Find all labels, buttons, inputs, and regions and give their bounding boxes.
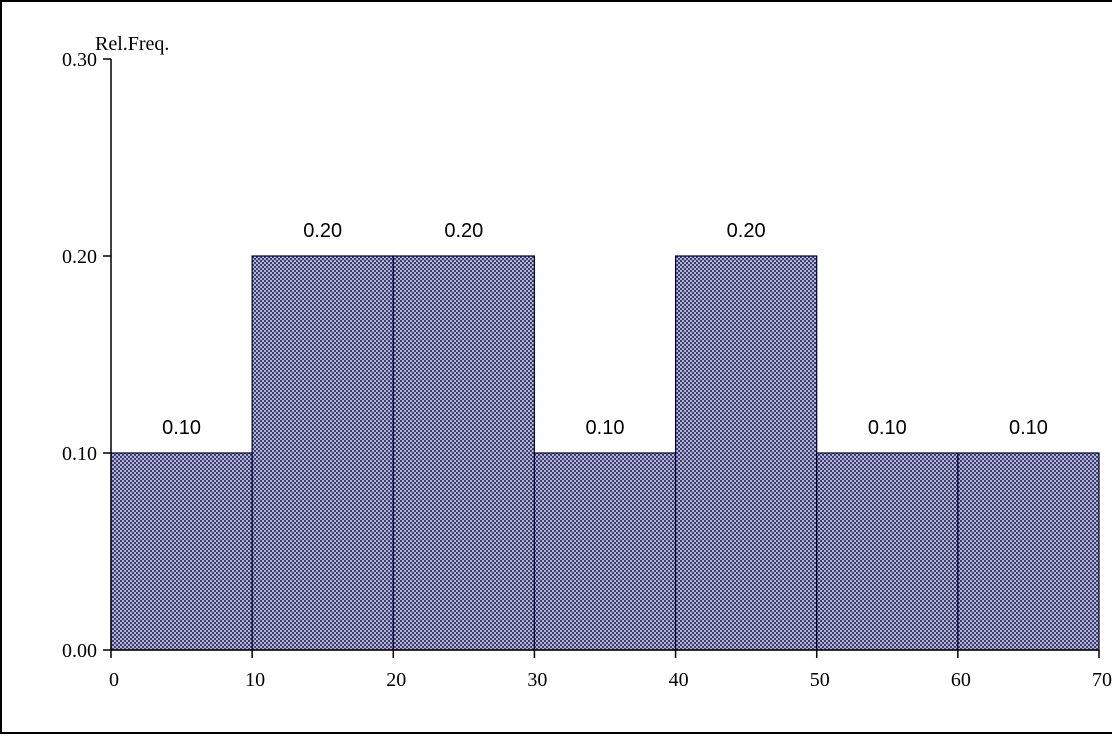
x-tick-label: 30: [527, 669, 547, 691]
bar-value-label: 0.10: [586, 417, 625, 439]
bar-value-label: 0.20: [444, 220, 483, 242]
x-tick-label: 40: [669, 669, 689, 691]
bar-value-label: 0.20: [727, 220, 766, 242]
y-tick-label: 0.00: [62, 640, 97, 662]
y-tick-label: 0.30: [62, 49, 97, 71]
histogram-bar: [674, 255, 818, 651]
x-tick-label: 60: [951, 669, 971, 691]
histogram-bar: [392, 255, 536, 651]
x-tick-label: 50: [810, 669, 830, 691]
bar-value-label: 0.10: [1009, 417, 1048, 439]
histogram-bar: [816, 452, 959, 651]
histogram-bar: [533, 452, 677, 651]
bar-value-label: 0.10: [868, 417, 907, 439]
x-tick-label: 0: [109, 669, 119, 691]
histogram-bar: [957, 452, 1100, 651]
labels-layer: 0.10 0.20 0.20 0.10 0.20 0.10 0.10 0.00 0.10 0.20…: [62, 49, 1112, 691]
x-tick-label: 70: [1092, 669, 1112, 691]
y-tick-label: 0.10: [62, 443, 97, 465]
axes-layer: [103, 58, 1100, 658]
x-tick-label: 20: [386, 669, 406, 691]
y-tick-label: 0.20: [62, 246, 97, 268]
bar-value-label: 0.20: [303, 220, 342, 242]
histogram-bar: [110, 452, 253, 651]
histogram-bar: [251, 255, 394, 651]
bar-value-label: 0.10: [162, 417, 201, 439]
bars-layer: [110, 255, 1100, 651]
x-tick-label: 10: [245, 669, 265, 691]
y-axis-label: Rel.Freq.: [95, 33, 169, 55]
